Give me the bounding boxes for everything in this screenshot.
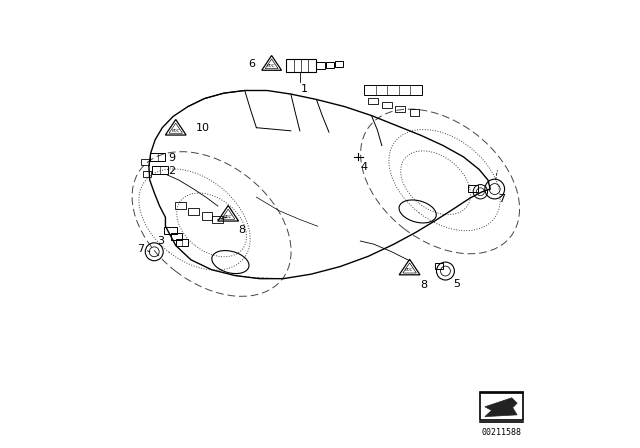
Text: 6: 6 [248,59,255,69]
Text: PDC: PDC [172,129,180,133]
Bar [335,61,343,67]
Bar [176,239,188,246]
Text: PDC: PDC [405,268,414,272]
Bar [382,102,392,108]
Text: PDC: PDC [268,64,276,68]
Bar [150,153,166,161]
Bar [316,62,325,69]
Bar [143,171,151,177]
Text: 10: 10 [195,123,209,133]
Text: 3: 3 [157,236,164,246]
Text: 4: 4 [360,162,367,172]
Bar [202,212,212,220]
Bar [212,216,223,223]
Text: 7: 7 [499,194,506,203]
Text: 9: 9 [168,153,176,163]
Bar [152,166,168,174]
Bar [141,159,149,165]
Text: PDC: PDC [224,215,232,219]
Text: 00211588: 00211588 [482,428,522,437]
Text: 8: 8 [239,225,246,235]
Text: 7: 7 [137,244,145,254]
Polygon shape [485,398,517,417]
Text: 5: 5 [454,279,461,289]
Bar [396,106,405,112]
Bar [364,85,422,95]
Bar [172,233,182,240]
Bar [287,59,316,72]
Text: 8: 8 [420,280,428,290]
Bar [164,227,177,234]
Text: 1: 1 [301,84,308,94]
Bar [175,202,186,209]
Text: 2: 2 [168,166,176,176]
Bar [481,393,523,420]
Bar [369,98,378,104]
Bar [468,185,477,192]
Bar [410,109,419,116]
Bar [188,208,199,215]
Bar [435,263,443,269]
Bar [326,62,334,68]
